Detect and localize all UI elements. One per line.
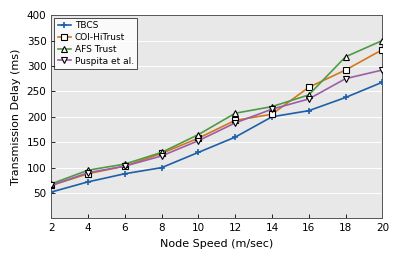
AFS Trust [343, 55, 348, 58]
Line: Puspita et al.: Puspita et al. [48, 67, 386, 189]
COI-HiTrust [196, 136, 201, 140]
Line: AFS Trust: AFS Trust [48, 37, 386, 187]
AFS Trust [86, 169, 90, 172]
AFS Trust [233, 112, 238, 115]
TBCS [49, 191, 54, 194]
Puspita et al. [159, 154, 164, 158]
TBCS [233, 135, 238, 139]
AFS Trust [380, 39, 385, 42]
COI-HiTrust [233, 119, 238, 122]
COI-HiTrust [380, 48, 385, 51]
AFS Trust [196, 133, 201, 136]
Puspita et al. [233, 121, 238, 125]
TBCS [306, 109, 311, 112]
AFS Trust [306, 93, 311, 96]
TBCS [159, 166, 164, 169]
Puspita et al. [49, 184, 54, 187]
AFS Trust [122, 162, 127, 166]
Puspita et al. [380, 68, 385, 72]
COI-HiTrust [270, 113, 274, 116]
AFS Trust [159, 151, 164, 154]
COI-HiTrust [49, 184, 54, 187]
TBCS [122, 172, 127, 175]
Puspita et al. [122, 165, 127, 168]
Line: TBCS: TBCS [48, 79, 386, 196]
Puspita et al. [86, 171, 90, 174]
Puspita et al. [343, 77, 348, 80]
Puspita et al. [306, 98, 311, 101]
TBCS [270, 115, 274, 118]
COI-HiTrust [122, 165, 127, 168]
COI-HiTrust [343, 68, 348, 72]
COI-HiTrust [86, 172, 90, 175]
Puspita et al. [196, 139, 201, 142]
COI-HiTrust [159, 152, 164, 155]
AFS Trust [270, 105, 274, 108]
AFS Trust [49, 182, 54, 185]
TBCS [380, 81, 385, 84]
Legend: TBCS, COI-HiTrust, AFS Trust, Puspita et al.: TBCS, COI-HiTrust, AFS Trust, Puspita et… [54, 18, 138, 69]
COI-HiTrust [306, 86, 311, 89]
Y-axis label: Transmission Delay (ms): Transmission Delay (ms) [11, 49, 21, 185]
TBCS [86, 180, 90, 183]
Line: COI-HiTrust: COI-HiTrust [48, 46, 386, 189]
TBCS [343, 96, 348, 99]
X-axis label: Node Speed (m/sec): Node Speed (m/sec) [160, 239, 274, 249]
Puspita et al. [270, 108, 274, 111]
TBCS [196, 151, 201, 154]
